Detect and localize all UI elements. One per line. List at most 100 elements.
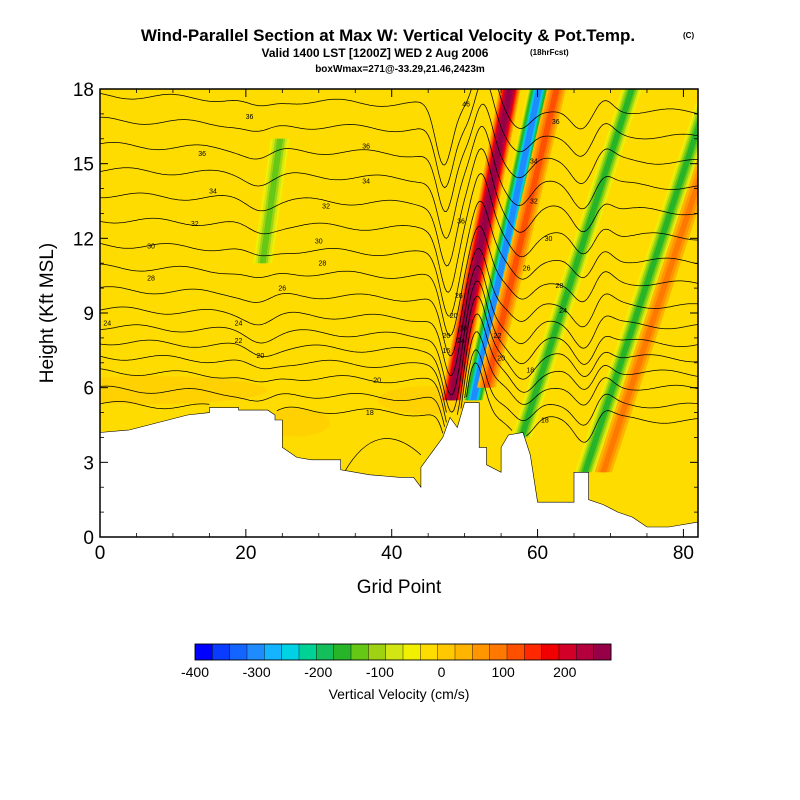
colorbar-swatch — [264, 643, 283, 661]
colorbar-swatch — [576, 643, 595, 661]
chart-subtitle: Valid 1400 LST [1200Z] WED 2 Aug 2006 — [262, 46, 489, 60]
terrain — [100, 402, 698, 537]
velocity-band — [600, 174, 698, 473]
colorbar-swatch — [541, 643, 560, 661]
contour-label: 26 — [523, 266, 531, 273]
chart-title: Wind-Parallel Section at Max W: Vertical… — [141, 26, 635, 45]
velocity-band — [518, 89, 635, 438]
theta-contour-46 — [100, 89, 698, 166]
y-axis-label: Height (Kft MSL) — [37, 243, 58, 383]
colorbar-label: Vertical Velocity (cm/s) — [329, 686, 470, 702]
y-tick-label: 9 — [83, 304, 94, 325]
y-tick-label: 3 — [83, 453, 94, 474]
colorbar-tick-label: 100 — [491, 664, 515, 680]
terrain-mask — [100, 402, 698, 537]
x-tick-label: 60 — [527, 543, 548, 564]
contour-label: 26 — [278, 286, 286, 293]
contour-label: 32 — [530, 198, 538, 205]
colorbar-swatch — [246, 643, 265, 661]
chart-subtitle-suffix: (18hrFcst) — [530, 48, 569, 57]
velocity-band — [594, 156, 698, 473]
theta-contour-44 — [100, 89, 698, 189]
theta-contour-28 — [100, 265, 698, 376]
velocity-band — [582, 118, 698, 473]
colorbar: -400 -300 -200 -100 0 100 200 — [181, 643, 612, 680]
colorbar-swatch — [420, 643, 439, 661]
colorbar-frame — [194, 643, 612, 661]
chart-title-suffix: (C) — [683, 31, 694, 40]
theta-contour-16 — [343, 438, 422, 473]
contour-label: 36 — [552, 119, 560, 126]
colorbar-swatch — [194, 643, 213, 661]
velocity-band-updraft-east-2 — [594, 156, 698, 473]
colorbar-swatch — [506, 643, 525, 661]
colorbar-swatch — [333, 643, 352, 661]
colorbar-tick-label: -400 — [181, 664, 209, 680]
contour-label: 36 — [246, 114, 254, 121]
theta-contours — [100, 89, 698, 473]
contour-label: 22 — [494, 333, 502, 340]
contour-label: 18 — [526, 368, 534, 375]
contour-label: 46 — [462, 101, 470, 108]
colorbar-swatch — [472, 643, 491, 661]
colorbar-swatch — [524, 643, 543, 661]
theta-contour-36 — [100, 173, 698, 293]
colorbar-swatch — [368, 643, 387, 661]
contour-label: 20 — [443, 333, 451, 340]
x-tick-label: 40 — [381, 543, 402, 564]
colorbar-swatch — [558, 643, 577, 661]
colorbar-swatch — [281, 643, 300, 661]
colorbar-swatch — [298, 643, 317, 661]
contour-label: 22 — [235, 338, 243, 345]
contour-label: 20 — [497, 355, 505, 362]
contour-label: 20 — [450, 313, 458, 320]
theta-contour-42 — [100, 103, 698, 212]
colorbar-tick-label: 200 — [553, 664, 577, 680]
contour-label: 24 — [559, 308, 567, 315]
contour-label: 20 — [373, 378, 381, 385]
y-tick-label: 18 — [73, 80, 94, 101]
velocity-band-downdraft-west — [253, 138, 290, 264]
velocity-band-downdraft-east-2 — [575, 97, 698, 473]
colorbar-swatch — [437, 643, 456, 661]
colorbar-tick-label: -200 — [304, 664, 332, 680]
contour-label: 26 — [455, 293, 463, 300]
velocity-band — [578, 108, 698, 473]
theta-contour-16 — [100, 362, 698, 443]
colorbar-swatch — [212, 643, 231, 661]
velocity-band — [597, 165, 698, 473]
colorbar-tick-label: -100 — [366, 664, 394, 680]
theta-contour-22 — [100, 313, 698, 415]
velocity-band — [575, 97, 698, 473]
velocity-patch — [100, 376, 267, 405]
contour-label: 24 — [103, 320, 111, 327]
velocity-band — [470, 89, 542, 401]
contour-label: 32 — [322, 203, 330, 210]
contour-label: 18 — [366, 410, 374, 417]
x-tick-label: 20 — [235, 543, 256, 564]
colorbar-swatch — [454, 643, 473, 661]
contour-label: 16 — [443, 348, 451, 355]
colorbar-swatch — [229, 643, 248, 661]
contour-label: 18 — [459, 325, 467, 332]
velocity-band-downdraft-core — [462, 89, 550, 401]
colorbar-tick-label: -300 — [243, 664, 271, 680]
theta-contour-40 — [100, 126, 698, 239]
velocity-band-updraft-east — [477, 89, 567, 388]
theta-contour-24 — [100, 295, 698, 413]
contour-label: 30 — [545, 236, 553, 243]
colorbar-swatch — [402, 643, 421, 661]
contour-label: 36 — [457, 218, 465, 225]
contour-label: 34 — [209, 189, 217, 196]
velocity-band-downdraft-east-1 — [511, 89, 642, 438]
colorbar-swatch — [316, 643, 335, 661]
contour-label: 20 — [257, 353, 265, 360]
x-tick-label: 80 — [673, 543, 694, 564]
x-tick-label: 0 — [95, 543, 106, 564]
velocity-band — [259, 138, 284, 264]
contour-label: 34 — [362, 179, 370, 186]
contour-label: 36 — [198, 151, 206, 158]
